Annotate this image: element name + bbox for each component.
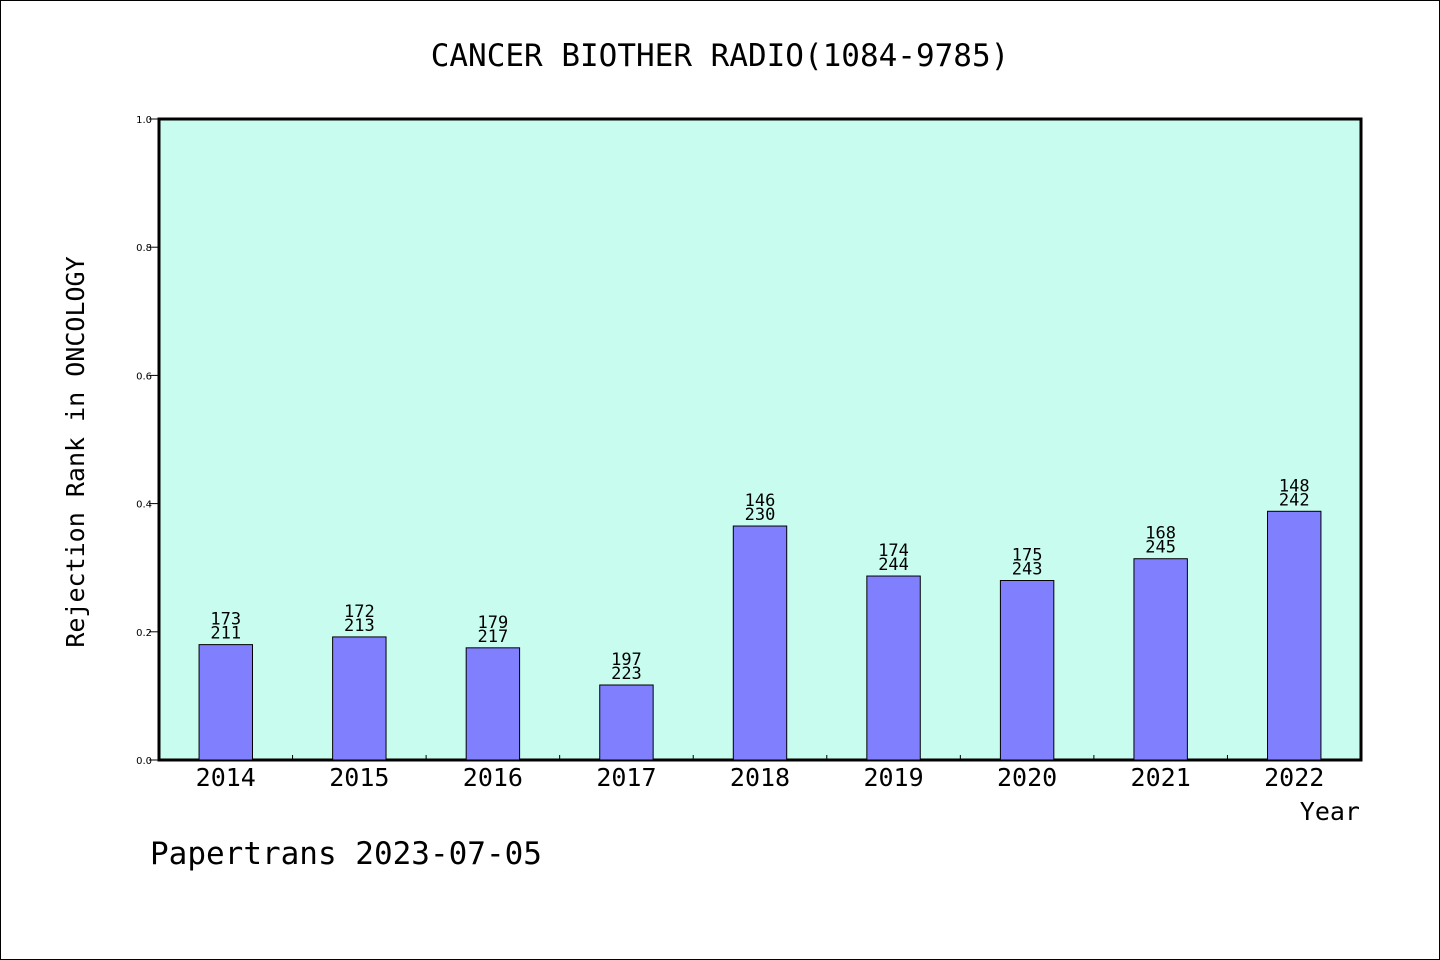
bar-label-bottom: 243 — [1012, 560, 1043, 580]
bar — [999, 580, 1055, 761]
bar-label-top: 179 — [478, 613, 509, 633]
x-tick-label: 2021 — [1131, 763, 1191, 792]
y-tick-label: 0.4 — [136, 500, 152, 511]
bar — [599, 684, 654, 761]
bar-label-bottom: 242 — [1279, 490, 1310, 510]
footer-credit: Papertrans 2023-07-05 — [150, 836, 542, 872]
bar-label-top: 175 — [1012, 546, 1043, 566]
bar — [465, 647, 521, 761]
bar-label-bottom: 211 — [210, 624, 241, 644]
x-axis-label: Year — [1300, 797, 1360, 826]
x-axis: 2014 2015 2016 2017 2018 2019 2020 2021 2022 — [196, 755, 1324, 792]
y-tick-label: 0.0 — [136, 756, 152, 767]
x-tick-label: 2015 — [329, 763, 389, 792]
x-tick-label: 2019 — [863, 763, 923, 792]
bar-label-top: 197 — [611, 650, 642, 670]
x-tick-label: 2017 — [596, 763, 656, 792]
bar-label-bottom: 223 — [611, 664, 642, 684]
bar — [1133, 558, 1188, 761]
y-tick-label: 1.0 — [136, 115, 152, 126]
bar-label-top: 168 — [1145, 524, 1176, 544]
bar-label-bottom: 213 — [344, 616, 375, 636]
x-tick-label: 2022 — [1264, 763, 1324, 792]
bar — [332, 636, 387, 761]
bar-label-top: 173 — [210, 610, 241, 630]
y-axis-label: Rejection Rank in ONCOLOGY — [61, 256, 90, 647]
bar — [1267, 510, 1322, 761]
x-tick-label: 2016 — [463, 763, 523, 792]
bar — [198, 644, 253, 761]
y-tick-label: 0.6 — [136, 371, 152, 382]
bar — [866, 575, 921, 761]
x-tick-label: 2014 — [196, 763, 256, 792]
bar-label-top: 146 — [745, 491, 776, 511]
y-axis: 0.0 0.2 0.4 0.6 0.8 1.0 — [136, 115, 159, 767]
bar-label-bottom: 245 — [1145, 538, 1176, 558]
bar-label-bottom: 217 — [478, 627, 509, 647]
bar-label-top: 172 — [344, 602, 375, 622]
x-tick-label: 2018 — [730, 763, 790, 792]
bar — [732, 525, 788, 761]
y-tick-label: 0.2 — [136, 628, 152, 639]
bar-label-top: 148 — [1279, 476, 1310, 496]
bar-label-bottom: 244 — [878, 555, 909, 575]
x-tick-label: 2020 — [997, 763, 1057, 792]
chart-title: CANCER BIOTHER RADIO(1084-9785) — [431, 38, 1010, 74]
y-tick-label: 0.8 — [136, 243, 152, 254]
bar-label-bottom: 230 — [745, 505, 776, 525]
bar-label-top: 174 — [878, 541, 909, 561]
